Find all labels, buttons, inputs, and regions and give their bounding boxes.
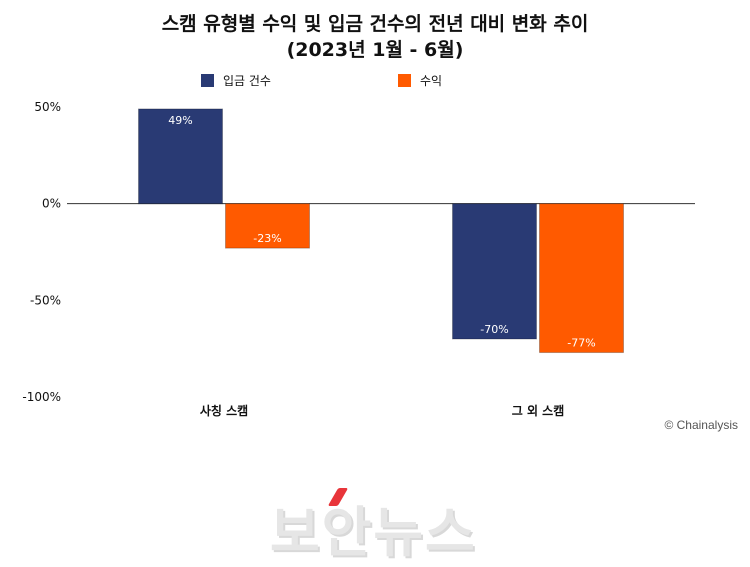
legend-item-revenue: 수익: [398, 72, 442, 88]
bar: [138, 108, 223, 205]
bar: [539, 203, 624, 354]
chart-title-line2: (2023년 1월 - 6월): [286, 39, 464, 61]
legend-item-deposits: 입금 건수: [201, 72, 271, 88]
chainalysis-credit: © Chainalysis: [664, 418, 738, 432]
watermark-logo: 보안뉴스: [270, 501, 477, 564]
chart-title-line1: 스캠 유형별 수익 및 입금 건수의 전년 대비 변화 추이: [161, 13, 589, 35]
bar: [452, 203, 537, 340]
category-label: 그 외 스캠: [512, 403, 565, 418]
legend-label-revenue: 수익: [420, 73, 443, 88]
bar: [225, 203, 310, 249]
legend-swatch-deposits: [201, 73, 214, 87]
data-label: -23%: [253, 232, 281, 245]
legend-swatch-revenue: [398, 73, 411, 87]
legend-label-deposits: 입금 건수: [223, 73, 271, 88]
y-tick-label: 50%: [34, 100, 61, 114]
category-label: 사칭 스캠: [200, 403, 248, 418]
data-label: -77%: [567, 337, 595, 350]
data-label: -70%: [480, 323, 508, 336]
y-tick-label: -50%: [30, 293, 61, 307]
y-tick-label: -100%: [22, 390, 61, 404]
data-label: 49%: [168, 114, 192, 127]
y-tick-label: 0%: [42, 197, 61, 211]
